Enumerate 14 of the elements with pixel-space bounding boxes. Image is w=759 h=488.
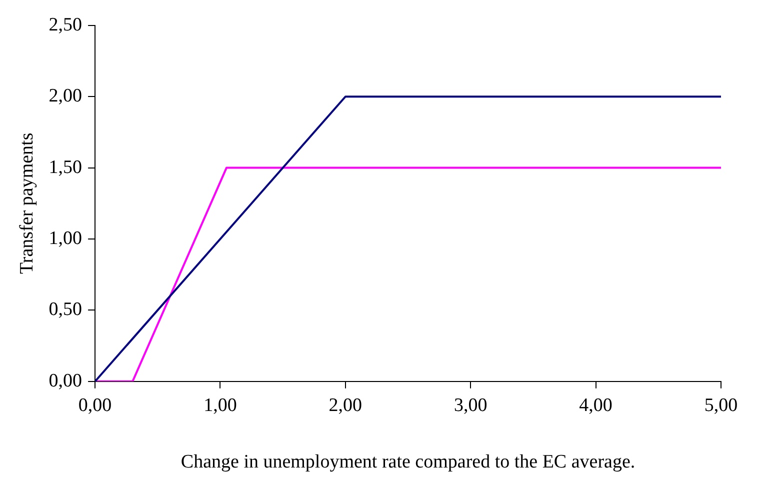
x-tick-label: 3,00 [454, 394, 488, 416]
y-axis-title: Transfer payments [16, 132, 38, 274]
y-tick-label: 0,00 [48, 370, 82, 392]
x-tick-label: 4,00 [579, 394, 612, 416]
y-tick-label: 0,50 [48, 299, 82, 320]
y-tick-label: 1,00 [48, 228, 82, 249]
x-tick-label: 1,00 [204, 394, 237, 416]
y-tick-label: 1,50 [48, 156, 82, 178]
x-tick-label: 2,00 [328, 394, 362, 416]
x-tick-label: 0,00 [78, 394, 112, 416]
y-tick-label: 2,50 [48, 14, 82, 36]
x-tick-label: 5,00 [704, 394, 738, 416]
y-tick-label: 2,00 [48, 86, 82, 107]
x-axis-title: Change in unemployment rate compared to the EC average. [180, 452, 636, 473]
